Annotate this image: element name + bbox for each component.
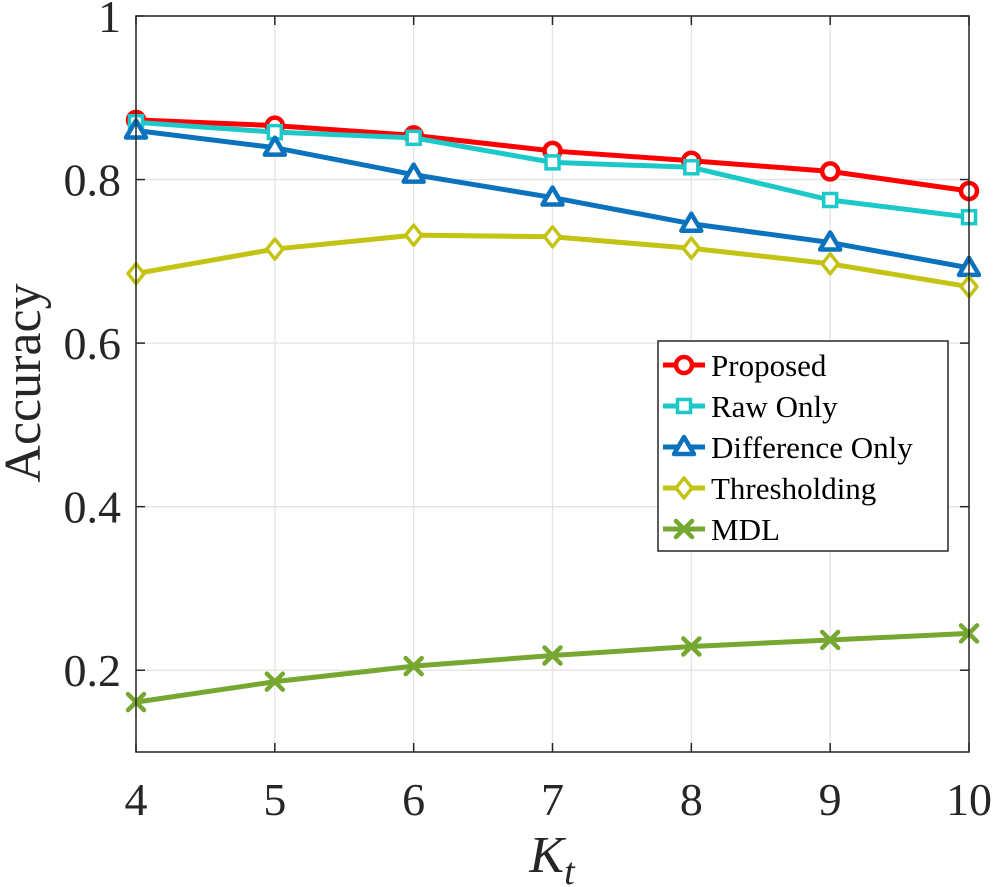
series-thresholding [126,223,979,299]
legend-marker-raw-only [675,397,693,415]
point-mdl-6 [403,655,424,677]
legend-label-raw-only: Raw Only [711,389,838,424]
legend-item-difference-only: Difference Only [663,430,913,465]
x-axis-title-main: K [528,827,566,884]
legend-marker-thresholding [674,476,694,500]
series-mdl [125,623,980,713]
point-mdl-8 [681,636,702,657]
point-difference-only-7 [540,185,565,207]
legend-item-thresholding: Thresholding [663,471,876,506]
point-difference-only-5 [262,135,288,157]
point-difference-only-6 [401,162,426,184]
point-raw-only-7 [544,154,561,171]
x-tick-label-4: 4 [125,774,148,825]
legend-marker-proposed [673,354,695,376]
legend-label-mdl: MDL [711,512,780,547]
y-tick-label-0.6: 0.6 [64,318,122,369]
point-mdl-7 [542,645,563,666]
y-axis-title: Accuracy [0,283,52,482]
legend-label-difference-only: Difference Only [711,430,913,465]
y-tick-label-1: 1 [98,0,121,42]
point-difference-only-8 [679,211,704,233]
point-proposed-9 [819,161,841,182]
x-tick-label-9: 9 [819,774,842,825]
legend-item-proposed: Proposed [663,348,827,383]
point-thresholding-8 [681,236,702,260]
point-mdl-9 [819,629,841,651]
point-raw-only-6 [405,129,422,147]
x-tick-label-10: 10 [946,774,992,825]
point-difference-only-9 [817,230,843,252]
legend: Proposed Raw Only Difference Only Threshold… [657,340,949,552]
y-tick-label-0.4: 0.4 [64,482,122,533]
point-raw-only-8 [683,159,700,176]
x-tick-label-8: 8 [680,774,703,825]
x-axis-title: Kt [528,827,576,887]
point-thresholding-5 [265,237,285,261]
legend-marker-difference-only [671,434,697,457]
point-thresholding-7 [542,225,563,249]
ticks: 4 5 6 7 8 9 10 0.2 0.4 0.6 0.8 1 [64,0,993,825]
legend-box [657,340,949,552]
x-tick-label-6: 6 [402,774,425,825]
y-tick-label-0.2: 0.2 [64,645,122,696]
y-tick-label-0.8: 0.8 [64,155,122,206]
x-axis-title-subscript: t [564,851,576,887]
legend-marker-mdl [673,518,695,540]
legend-label-thresholding: Thresholding [711,471,876,506]
legend-item-mdl: MDL [663,512,780,547]
x-tick-label-5: 5 [263,774,286,825]
x-tick-label-7: 7 [541,774,564,825]
legend-item-raw-only: Raw Only [663,389,838,424]
point-thresholding-9 [820,252,840,276]
point-raw-only-9 [821,191,839,209]
legend-label-proposed: Proposed [711,348,827,383]
point-mdl-5 [264,671,286,692]
point-thresholding-6 [403,223,424,247]
